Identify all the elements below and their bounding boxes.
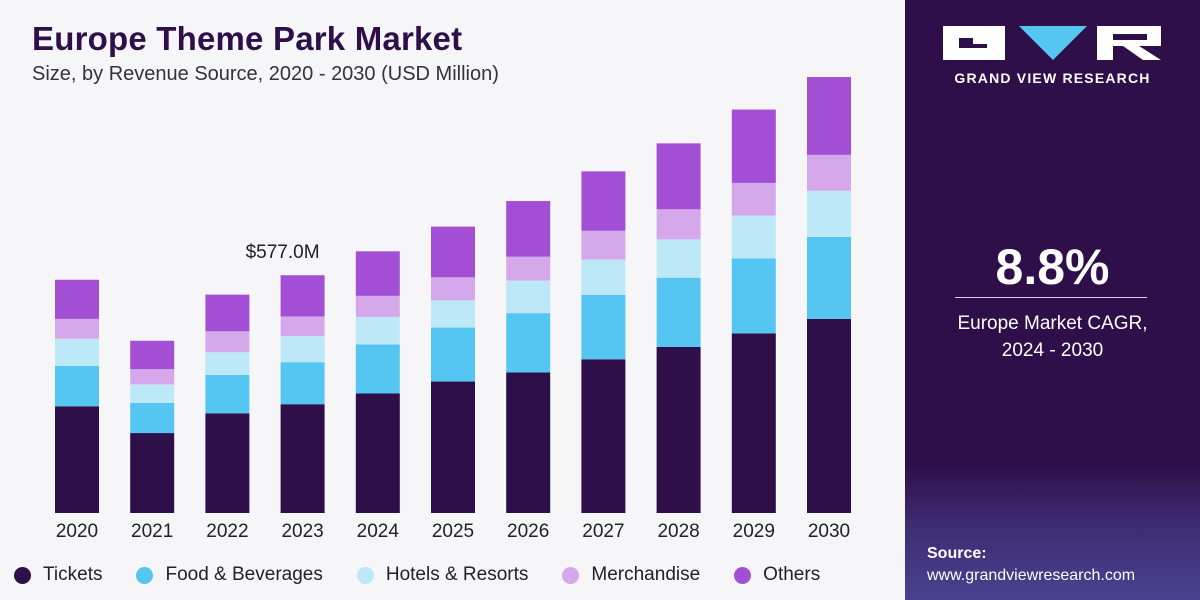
bar-2029-others <box>731 109 776 183</box>
bar-2028-food-beverages <box>656 277 701 347</box>
bar-2023-others <box>280 275 325 317</box>
bar-2024-food-beverages <box>355 344 400 394</box>
bar-2025-others <box>431 226 475 278</box>
sidebar-panel: GRAND VIEW RESEARCH 8.8% Europe Market C… <box>905 0 1200 600</box>
chart-legend: Tickets Food & Beverages Hotels & Resort… <box>14 562 820 588</box>
x-tick-label-2027: 2027 <box>582 521 624 542</box>
cagr-label-line2: 2024 - 2030 <box>1001 340 1104 361</box>
legend-label-tickets: Tickets <box>43 564 103 585</box>
x-tick-label-2029: 2029 <box>733 521 775 542</box>
legend-item-hotels-resorts: Hotels & Resorts <box>356 564 529 586</box>
bar-2022-food-beverages <box>205 374 250 414</box>
bar-2021-others <box>130 340 175 370</box>
sidebar-gradient-band <box>905 465 1200 600</box>
chart-subtitle: Size, by Revenue Source, 2020 - 2030 (US… <box>32 63 499 85</box>
legend-label-food-beverages: Food & Beverages <box>165 564 323 585</box>
bar-2025-tickets <box>431 381 475 513</box>
bar-2027-tickets <box>581 359 626 513</box>
source-label: Source: <box>927 545 987 562</box>
legend-swatch-hotels-resorts <box>356 566 374 584</box>
bar-2024-hotels-resorts <box>355 316 400 345</box>
bar-2030-others <box>807 77 851 155</box>
bar-2021-merchandise <box>130 369 175 385</box>
gvr-logo-icon <box>943 26 1161 60</box>
x-tick-label-2022: 2022 <box>206 521 248 542</box>
bar-2029-hotels-resorts <box>731 215 776 259</box>
bar-2024-merchandise <box>355 295 400 317</box>
bar-2025-hotels-resorts <box>431 300 475 328</box>
chart-panel: Europe Theme Park Market Size, by Revenu… <box>14 20 851 588</box>
legend-swatch-food-beverages <box>136 566 154 584</box>
brand-name: GRAND VIEW RESEARCH <box>954 70 1151 86</box>
x-tick-label-2025: 2025 <box>432 521 474 542</box>
cagr-label: Europe Market CAGR, 2024 - 2030 <box>905 310 1200 364</box>
legend-swatch-others <box>734 566 752 584</box>
bar-2020-others <box>55 279 99 319</box>
bar-2027-hotels-resorts <box>581 259 626 296</box>
bar-2023-hotels-resorts <box>280 336 325 363</box>
x-tick-label-2028: 2028 <box>657 521 699 542</box>
bar-2026-others <box>506 201 551 257</box>
cagr-label-line1: Europe Market CAGR, <box>957 313 1148 334</box>
bar-2023-merchandise <box>280 316 325 337</box>
bar-2026-hotels-resorts <box>506 280 551 314</box>
bar-2030-hotels-resorts <box>807 190 851 237</box>
cagr-divider <box>955 297 1147 298</box>
bar-2030-tickets <box>807 318 851 513</box>
legend-item-food-beverages: Food & Beverages <box>136 564 323 586</box>
bar-2030-merchandise <box>807 154 851 191</box>
legend-label-others: Others <box>763 564 821 585</box>
bar-2022-hotels-resorts <box>205 352 250 375</box>
legend-item-tickets: Tickets <box>14 564 102 586</box>
bar-2026-merchandise <box>506 256 551 281</box>
bar-2027-merchandise <box>581 230 626 260</box>
bar-2029-tickets <box>731 333 776 513</box>
bar-2021-hotels-resorts <box>130 384 175 403</box>
legend-swatch-merchandise <box>562 566 580 584</box>
source-url-link[interactable]: www.grandviewresearch.com <box>927 567 1136 584</box>
legend-swatch-tickets <box>14 566 31 584</box>
stacked-bar-chart: 2020 2021 2022 2023 $577.0M 2024 2025 2026 2027 2… <box>55 77 851 542</box>
x-tick-label-2020: 2020 <box>56 521 98 542</box>
bar-2020-tickets <box>55 406 99 513</box>
legend-label-hotels-resorts: Hotels & Resorts <box>385 564 529 585</box>
legend-label-merchandise: Merchandise <box>591 564 701 585</box>
bar-2020-merchandise <box>55 318 99 339</box>
bar-2026-tickets <box>506 372 551 513</box>
bar-2023-food-beverages <box>280 362 325 405</box>
bar-2028-merchandise <box>656 209 701 240</box>
x-tick-label-2030: 2030 <box>808 521 850 542</box>
bar-2021-food-beverages <box>130 402 175 434</box>
bar-2025-merchandise <box>431 277 475 301</box>
bar-2029-food-beverages <box>731 258 776 334</box>
bar-2030-food-beverages <box>807 236 851 319</box>
data-label-2023: $577.0M <box>246 242 320 263</box>
bar-2027-food-beverages <box>581 295 626 360</box>
cagr-value: 8.8% <box>995 239 1110 295</box>
bar-2025-food-beverages <box>431 327 475 382</box>
bar-2028-others <box>656 143 701 210</box>
bar-2028-hotels-resorts <box>656 239 701 278</box>
x-tick-label-2021: 2021 <box>131 521 173 542</box>
bar-2023-tickets <box>280 404 325 513</box>
bar-2024-tickets <box>355 393 400 513</box>
legend-item-merchandise: Merchandise <box>562 564 700 586</box>
legend-item-others: Others <box>734 564 820 586</box>
bar-2022-others <box>205 294 250 332</box>
bar-2028-tickets <box>656 346 701 513</box>
bar-2027-others <box>581 171 626 231</box>
bar-2024-others <box>355 251 400 296</box>
bar-2026-food-beverages <box>506 313 551 373</box>
x-tick-label-2024: 2024 <box>357 521 400 542</box>
chart-title: Europe Theme Park Market <box>32 20 463 57</box>
bar-2029-merchandise <box>731 182 776 216</box>
x-tick-label-2023: 2023 <box>281 521 323 542</box>
bar-2021-tickets <box>130 433 175 513</box>
x-tick-label-2026: 2026 <box>507 521 549 542</box>
bar-2022-merchandise <box>205 331 250 353</box>
bar-2022-tickets <box>205 413 250 513</box>
bar-2020-hotels-resorts <box>55 338 99 366</box>
bar-2020-food-beverages <box>55 365 99 407</box>
